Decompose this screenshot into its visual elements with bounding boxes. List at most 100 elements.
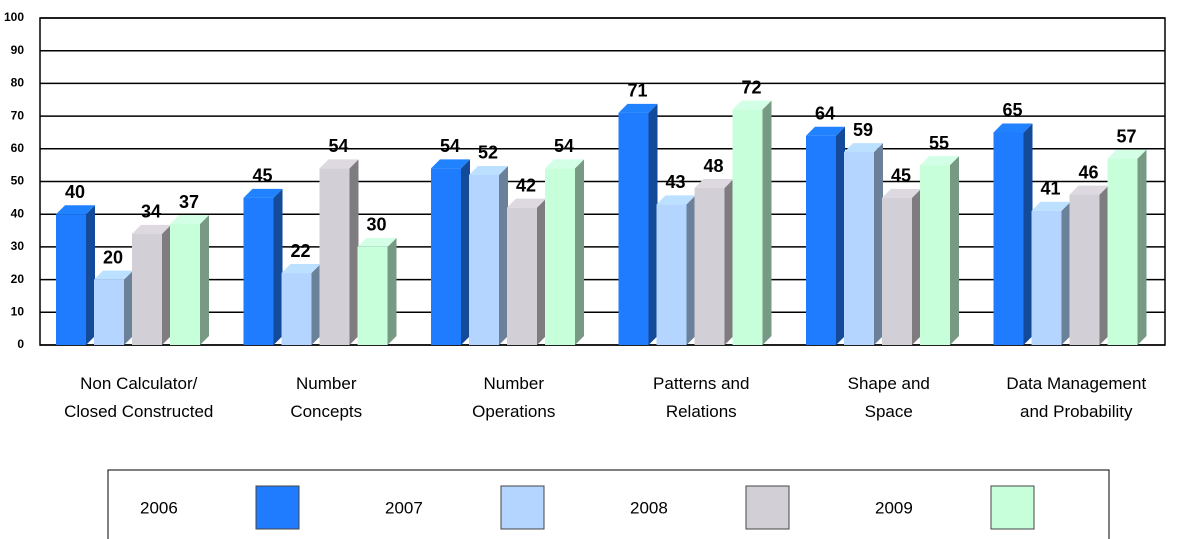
bar-side (273, 188, 283, 345)
x-tick-label: Patterns and Relations (653, 374, 750, 421)
bar-top (1031, 201, 1071, 211)
bar-top (732, 100, 772, 110)
bar-side (762, 100, 772, 345)
bar-side (575, 159, 584, 345)
bar-top (56, 205, 95, 215)
bar-side (162, 224, 171, 345)
x-tick-label: Number Operations (472, 374, 556, 421)
value-label: 34 (141, 202, 161, 222)
bar (469, 174, 499, 345)
legend-swatch (990, 485, 1035, 530)
bar-side (124, 270, 133, 345)
bar-side (724, 179, 734, 345)
bar-side (648, 103, 658, 345)
bar-side (499, 165, 508, 345)
y-tick-label: 100 (4, 10, 24, 24)
value-label: 65 (1002, 100, 1022, 120)
y-tick-label: 80 (11, 76, 25, 90)
bar-side (349, 159, 359, 345)
value-label: 42 (516, 175, 536, 195)
legend-label: 2007 (385, 498, 423, 517)
bar (1031, 210, 1062, 345)
bar-side (686, 195, 696, 345)
bar (1069, 194, 1100, 345)
bar-top (993, 123, 1033, 133)
value-label: 54 (554, 136, 574, 156)
value-label: 64 (815, 103, 835, 123)
bar-top (357, 237, 397, 247)
bar (94, 279, 124, 345)
bar (694, 188, 725, 345)
value-label: 43 (665, 172, 685, 192)
bar-top (1107, 149, 1147, 159)
bar (844, 152, 874, 345)
value-label: 54 (440, 136, 460, 156)
value-label: 55 (929, 133, 949, 153)
value-label: 40 (65, 182, 85, 202)
bar-side (200, 215, 209, 345)
bar-top (132, 224, 171, 234)
x-tick-label: Data Management and Probability (1006, 374, 1147, 421)
value-label: 71 (627, 81, 647, 101)
bar-top (431, 159, 470, 169)
bar-side (461, 159, 470, 345)
bar (920, 165, 950, 345)
value-label: 59 (853, 120, 873, 140)
bar (993, 132, 1024, 345)
bar-top (94, 270, 133, 280)
bar-side (537, 198, 546, 345)
y-tick-label: 30 (11, 239, 25, 253)
legend-swatch (255, 485, 300, 530)
value-label: 52 (478, 143, 498, 163)
bar (357, 246, 388, 345)
y-tick-label: 0 (17, 337, 24, 351)
y-tick-label: 70 (11, 108, 25, 122)
x-tick-label: Shape and Space (847, 374, 930, 421)
bar-side (1061, 201, 1071, 345)
bar (243, 197, 274, 345)
value-label: 20 (103, 247, 123, 267)
bar (545, 168, 575, 345)
bar-side (387, 237, 397, 345)
bar-top (806, 126, 845, 136)
bar (132, 233, 162, 345)
plot-border (39, 17, 1166, 346)
bar (618, 112, 649, 345)
bar-top (882, 188, 921, 198)
legend-label: 2008 (630, 498, 668, 517)
bar-top (656, 195, 696, 205)
bar (882, 197, 912, 345)
bar-top (1069, 185, 1109, 195)
y-tick-label: 90 (11, 43, 25, 57)
bar-side (1099, 185, 1109, 345)
value-label: 48 (703, 156, 723, 176)
bar (806, 135, 836, 345)
bar-side (86, 205, 95, 345)
bar (507, 207, 537, 345)
bar-top (507, 198, 546, 208)
bar-top (319, 159, 359, 169)
bar-top (281, 264, 321, 274)
bar-top (920, 156, 959, 166)
bar-side (1023, 123, 1033, 345)
bar-side (950, 156, 959, 345)
value-label: 46 (1078, 162, 1098, 182)
value-label: 30 (366, 215, 386, 235)
x-tick-label: Non Calculator/ Closed Constructed (64, 374, 214, 421)
value-label: 45 (252, 166, 272, 186)
bar-top (469, 165, 508, 175)
bar-side (836, 126, 845, 345)
value-label: 45 (891, 166, 911, 186)
bar (656, 204, 687, 345)
bar-side (912, 188, 921, 345)
bar (56, 214, 86, 345)
x-tick-label: Number Concepts (290, 374, 363, 421)
bar (170, 224, 200, 345)
legend-label: 2009 (875, 498, 913, 517)
value-label: 22 (290, 241, 310, 261)
bar (281, 273, 312, 345)
bar-top (545, 159, 584, 169)
bar-side (874, 143, 883, 345)
y-tick-label: 20 (11, 272, 25, 286)
